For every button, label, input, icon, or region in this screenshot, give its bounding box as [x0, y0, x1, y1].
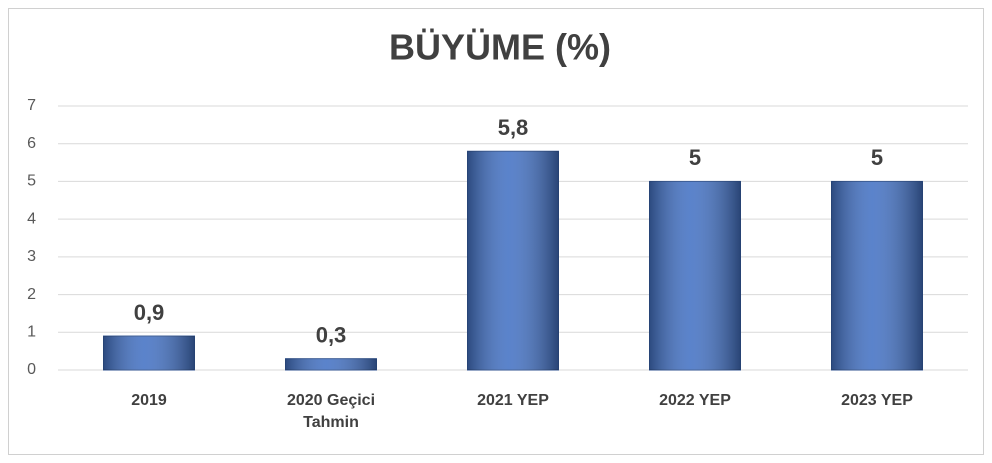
data-label: 0,3 [316, 322, 347, 347]
y-tick-label: 7 [27, 97, 36, 114]
y-tick-label: 3 [27, 248, 36, 265]
y-tick-label: 1 [27, 324, 36, 341]
bar [103, 335, 195, 371]
x-tick-label: 2020 Geçici Tahmin [286, 392, 376, 431]
data-label: 0,9 [134, 300, 165, 325]
y-tick-label: 6 [27, 135, 36, 152]
x-tick-label: 2021 YEP [477, 392, 549, 409]
bar [649, 180, 741, 371]
data-label: 5,8 [498, 115, 529, 140]
chart-title: BÜYÜME (%) [389, 27, 611, 68]
bar [831, 180, 923, 371]
y-tick-label: 2 [27, 286, 36, 303]
y-tick-label: 4 [27, 210, 36, 227]
y-tick-label: 5 [27, 173, 36, 190]
x-tick-label: 2022 YEP [659, 392, 731, 409]
data-label: 5 [689, 145, 701, 170]
y-tick-label: 0 [27, 361, 36, 378]
x-tick-label: 2023 YEP [841, 392, 913, 409]
x-tick-label: 2019 [131, 392, 167, 409]
bar [467, 150, 559, 371]
bar [285, 358, 377, 371]
data-label: 5 [871, 145, 883, 170]
